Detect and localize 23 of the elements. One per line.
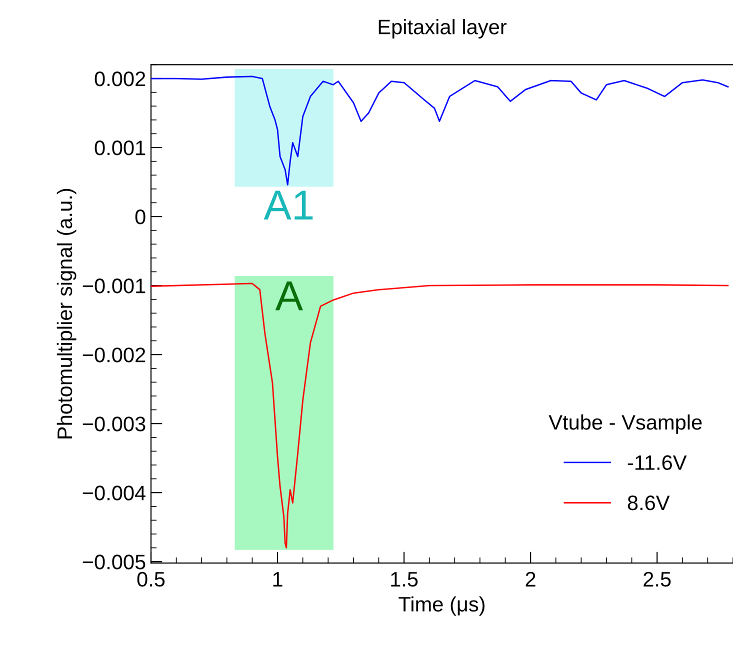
x-tick-label: 1 — [273, 572, 282, 586]
y-tick-label: −0.004 — [82, 486, 146, 500]
y-tick-label: 0.001 — [94, 140, 146, 156]
x-tick-label: 2 — [526, 572, 536, 586]
y-tick-label: −0.002 — [82, 348, 146, 362]
y-tick-label: −0.003 — [82, 416, 146, 432]
x-axis-title: Time (μs) — [398, 596, 485, 616]
band-label: A — [275, 282, 303, 310]
legend-title: Vtube - Vsample — [548, 414, 702, 434]
x-tick-label: 2.5 — [644, 572, 671, 587]
y-tick-label: −0.001 — [82, 278, 146, 294]
chart-title: Epitaxial layer — [378, 19, 506, 38]
x-tick-label: 1.5 — [391, 572, 418, 587]
y-tick-label: 0 — [135, 210, 146, 224]
legend-label: 8.6V — [628, 495, 670, 510]
y-axis-title: Photomultiplier signal (a.u.) — [56, 188, 76, 438]
band-label: A1 — [264, 190, 313, 220]
x-tick-label: 0.5 — [137, 572, 165, 587]
y-tick-label: 0.002 — [94, 72, 146, 86]
line-series — [151, 76, 729, 186]
legend-label: -11.6V — [628, 455, 687, 470]
line-series — [151, 282, 729, 549]
y-tick-label: −0.005 — [82, 554, 146, 570]
